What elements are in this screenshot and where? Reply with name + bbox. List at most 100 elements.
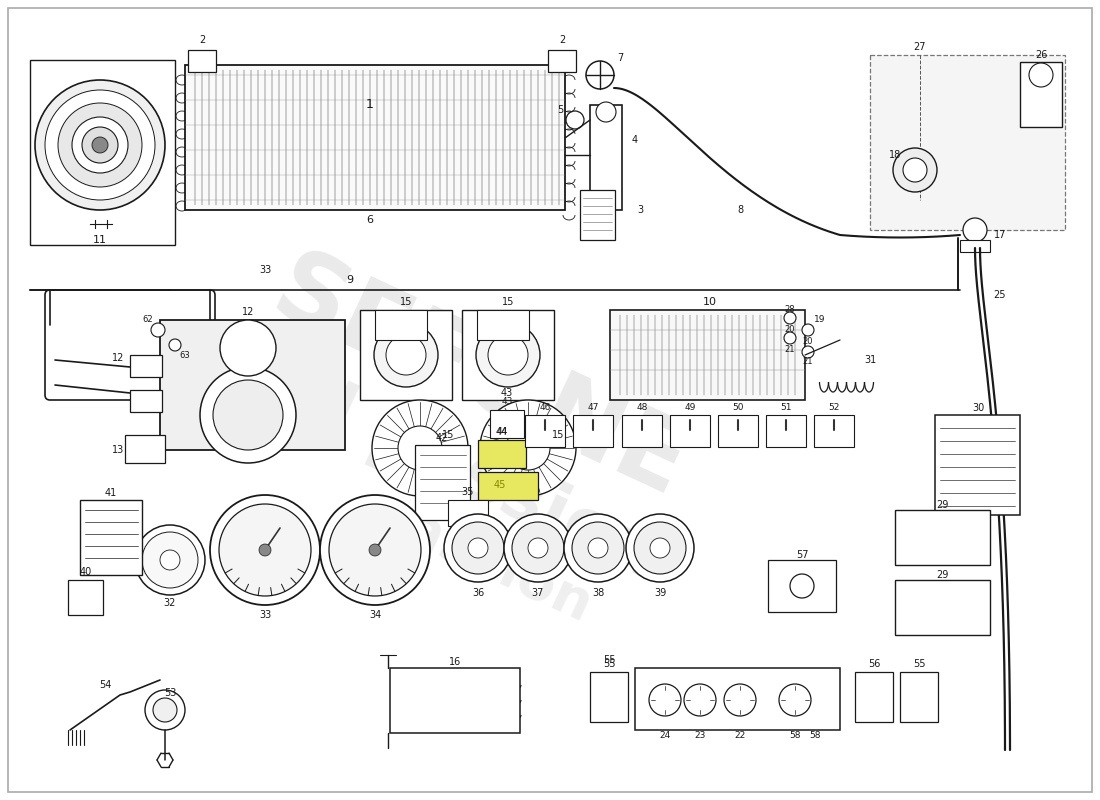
Text: 48: 48 [636,402,648,411]
Text: 8: 8 [737,205,744,215]
Text: 50: 50 [733,402,744,411]
Circle shape [650,538,670,558]
Text: passion: passion [360,485,601,635]
Circle shape [634,522,686,574]
Text: 28: 28 [784,306,795,314]
Bar [68,580,103,615]
Circle shape [398,426,442,470]
Circle shape [45,90,155,200]
Circle shape [92,137,108,153]
Bar [525,415,565,447]
Text: 52: 52 [828,402,839,411]
Circle shape [779,684,811,716]
Text: 27: 27 [914,42,926,52]
Bar [375,310,427,340]
Circle shape [160,550,180,570]
Text: 63: 63 [179,350,190,359]
Text: 15: 15 [502,297,514,307]
Circle shape [564,514,632,582]
Bar [160,320,345,450]
Text: 51: 51 [780,402,792,411]
Circle shape [724,684,756,716]
Bar [870,55,1065,230]
Circle shape [488,335,528,375]
Text: 43: 43 [500,388,513,398]
Text: 53: 53 [164,688,176,698]
Text: 40: 40 [80,567,92,577]
Bar [1020,62,1062,127]
Bar [448,500,488,526]
Circle shape [151,323,165,337]
Text: 25: 25 [993,290,1007,300]
Text: 16: 16 [449,657,461,667]
Circle shape [374,323,438,387]
Text: 10: 10 [703,297,717,307]
Bar [670,415,710,447]
Text: 37: 37 [531,588,544,598]
Text: 12: 12 [112,353,124,363]
Text: 46: 46 [539,402,551,411]
Text: 22: 22 [735,731,746,741]
Circle shape [566,111,584,129]
Text: 33: 33 [258,610,271,620]
Circle shape [586,61,614,89]
Text: 55: 55 [603,659,615,669]
Text: SEFONE: SEFONE [257,242,702,518]
Bar [478,472,538,500]
Circle shape [142,532,198,588]
Bar [477,310,529,340]
Circle shape [258,544,271,556]
Bar [621,415,662,447]
Circle shape [320,495,430,605]
Bar [415,445,470,520]
Bar [188,50,216,72]
Text: 45: 45 [494,480,506,490]
Circle shape [790,574,814,598]
Circle shape [480,400,576,496]
Circle shape [684,684,716,716]
Bar [30,60,175,245]
Text: 20: 20 [784,326,795,334]
Circle shape [468,538,488,558]
Bar [80,500,142,575]
Bar [895,580,990,635]
Circle shape [58,103,142,187]
Text: d passion: d passion [289,366,671,594]
Bar [573,415,613,447]
Bar [960,240,990,252]
Circle shape [368,544,381,556]
Text: 29: 29 [936,570,948,580]
Circle shape [649,684,681,716]
Circle shape [372,400,468,496]
Bar [130,355,162,377]
Text: 2: 2 [199,35,205,45]
Circle shape [329,504,421,596]
Circle shape [220,320,276,376]
Bar [130,390,162,412]
Text: 58: 58 [810,731,821,741]
Text: 2: 2 [559,35,565,45]
Text: 24: 24 [659,731,671,741]
Text: 1: 1 [366,98,374,111]
Bar [610,310,805,400]
Circle shape [893,148,937,192]
Text: 11: 11 [94,235,107,245]
Bar [855,672,893,722]
Circle shape [153,698,177,722]
Circle shape [72,117,128,173]
Bar [390,668,520,733]
Circle shape [504,514,572,582]
Circle shape [596,102,616,122]
Bar [935,415,1020,515]
Bar [766,415,806,447]
Text: 21: 21 [803,358,813,366]
Text: 31: 31 [864,355,876,365]
Text: 13: 13 [112,445,124,455]
Circle shape [82,127,118,163]
Text: 26: 26 [1035,50,1047,60]
Text: 15: 15 [399,297,412,307]
Circle shape [35,80,165,210]
Circle shape [1028,63,1053,87]
Text: 18: 18 [889,150,901,160]
Text: 55: 55 [603,655,615,665]
